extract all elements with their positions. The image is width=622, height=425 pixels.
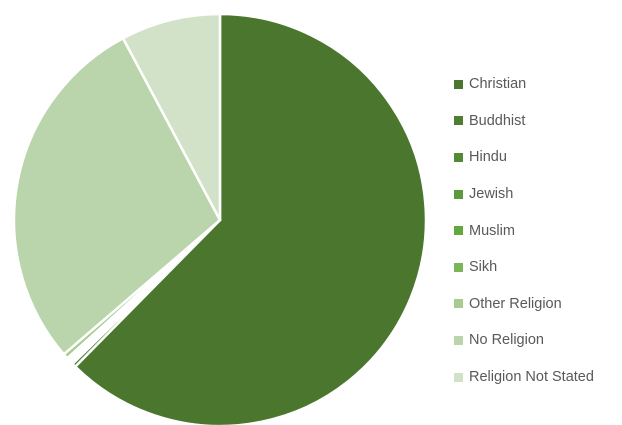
legend-swatch: [454, 226, 463, 236]
legend-label: Christian: [469, 76, 527, 93]
legend-label: Muslim: [469, 222, 515, 239]
pie-slice-christian[interactable]: [74, 12, 428, 425]
legend-label: Religion Not Stated: [469, 369, 594, 386]
legend-label: Buddhist: [469, 112, 526, 129]
pie-slice-no-religion[interactable]: [12, 37, 222, 356]
legend-item-religion-not-stated[interactable]: Religion Not Stated: [454, 359, 620, 396]
legend-swatch: [454, 299, 463, 309]
legend-swatch: [454, 262, 463, 272]
legend-swatch: [454, 189, 463, 199]
legend-item-no-religion[interactable]: No Religion: [454, 322, 620, 359]
legend-label: Jewish: [469, 186, 514, 203]
legend-item-hindu[interactable]: Hindu: [454, 139, 620, 176]
legend-item-jewish[interactable]: Jewish: [454, 176, 620, 213]
legend-item-sikh[interactable]: Sikh: [454, 249, 620, 286]
legend-item-christian[interactable]: Christian: [454, 66, 620, 103]
legend-label: Other Religion: [469, 295, 562, 312]
legend-label: No Religion: [469, 332, 544, 349]
legend-label: Hindu: [469, 149, 507, 166]
legend-label: Sikh: [469, 259, 498, 276]
legend-swatch: [454, 79, 463, 89]
legend-swatch: [454, 335, 463, 345]
legend-swatch: [454, 116, 463, 126]
legend-swatch: [454, 372, 463, 382]
pie-slices: [12, 12, 428, 425]
pie-slice-religion-not-stated[interactable]: [121, 12, 222, 222]
legend-item-muslim[interactable]: Muslim: [454, 212, 620, 249]
legend: Christian Buddhist Hindu Jewish Muslim Sikh Ot…: [454, 66, 620, 395]
legend-item-other-religion[interactable]: Other Religion: [454, 286, 620, 323]
legend-item-buddhist[interactable]: Buddhist: [454, 103, 620, 140]
legend-swatch: [454, 152, 463, 162]
